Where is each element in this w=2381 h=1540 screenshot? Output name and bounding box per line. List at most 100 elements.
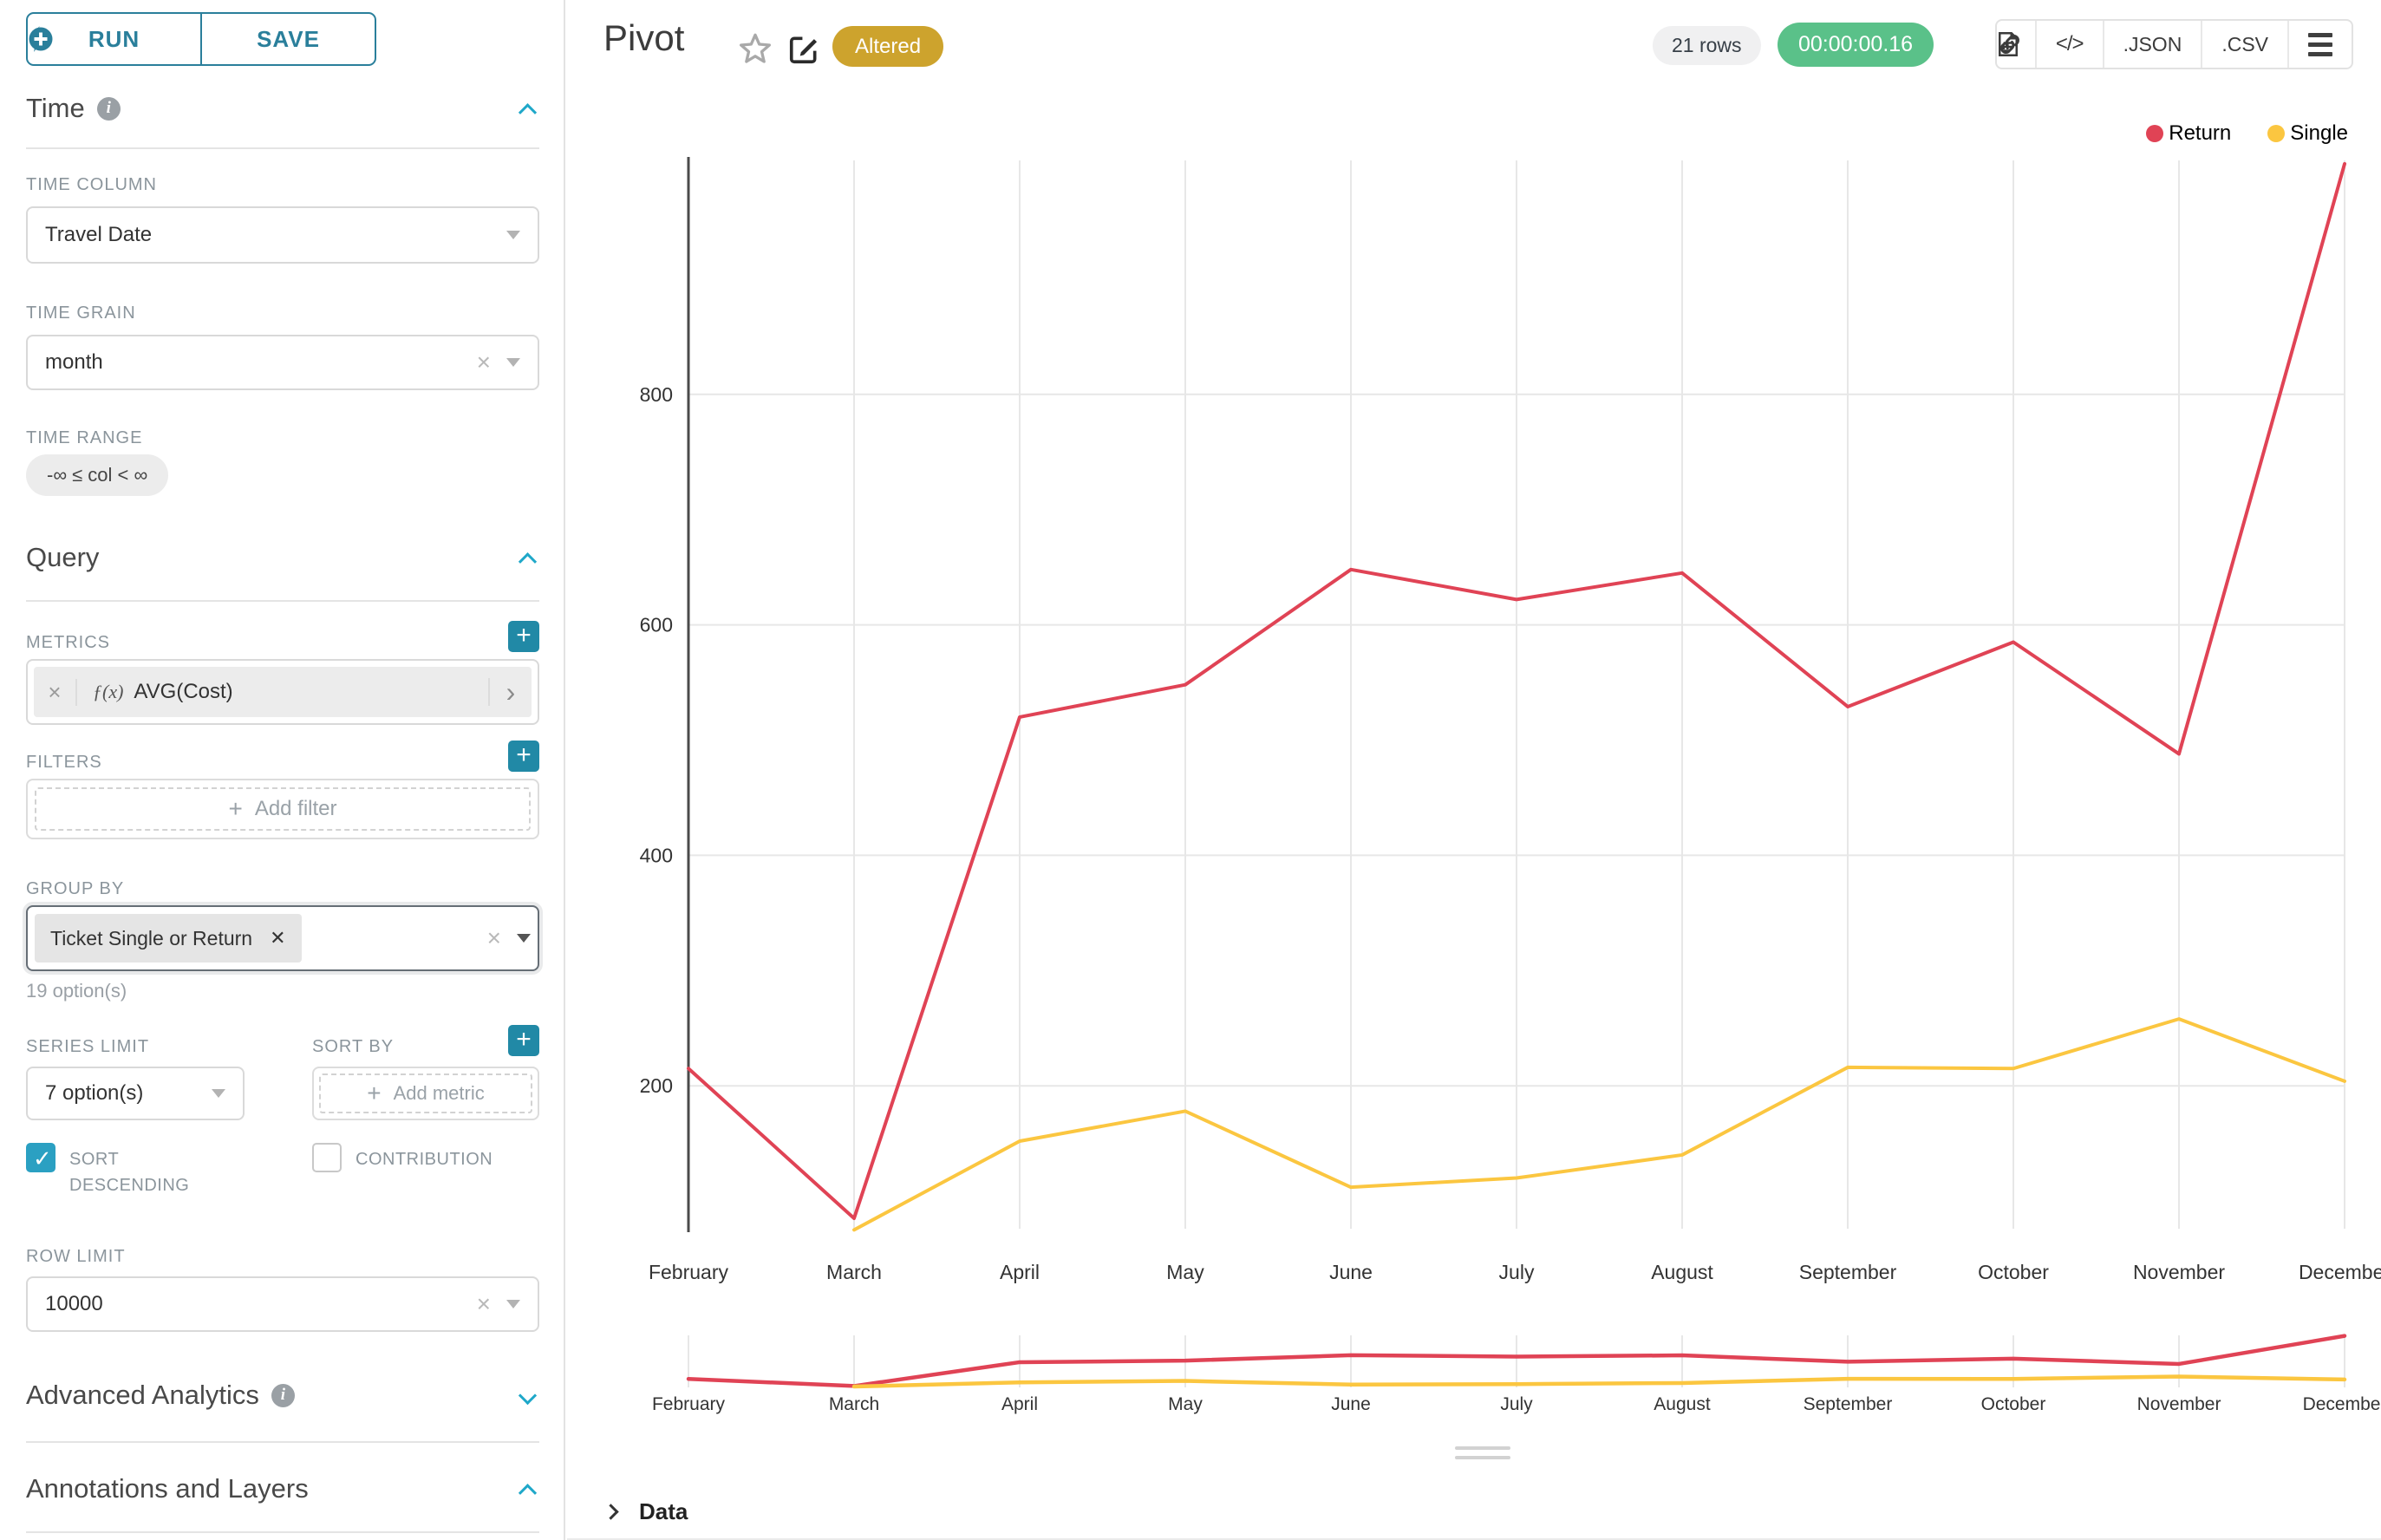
advanced-analytics-header[interactable]: Advanced Analytics i xyxy=(26,1375,539,1415)
export-csv-button[interactable]: .CSV xyxy=(1998,21,2287,68)
export-json-button[interactable]: .JSON xyxy=(1998,21,2202,68)
svg-text:May: May xyxy=(1168,1394,1203,1414)
time-grain-value: month xyxy=(45,350,103,374)
save-button-label: SAVE xyxy=(257,25,320,52)
legend-item-single[interactable]: Single xyxy=(2267,121,2348,146)
svg-text:October: October xyxy=(1978,1261,2049,1283)
svg-text:May: May xyxy=(1166,1261,1204,1283)
data-panel-label: Data xyxy=(639,1498,688,1524)
file-icon xyxy=(1998,32,2018,56)
query-timer-badge: 00:00:00.16 xyxy=(1778,23,1934,67)
time-grain-select[interactable]: month × xyxy=(26,335,539,390)
sort-by-dropzone[interactable]: Add metric xyxy=(312,1067,539,1120)
row-limit-select[interactable]: 10000 × xyxy=(26,1276,539,1332)
chart-legend: Return Single xyxy=(2146,121,2348,146)
favorite-star-icon[interactable] xyxy=(738,31,773,66)
clear-icon[interactable]: × xyxy=(476,1290,491,1317)
chevron-down-icon[interactable] xyxy=(506,1300,520,1308)
svg-text:April: April xyxy=(1001,1394,1038,1414)
series-limit-select[interactable]: 7 option(s) xyxy=(26,1067,245,1120)
svg-text:December: December xyxy=(2299,1261,2381,1283)
chart-menu-button[interactable] xyxy=(2287,21,2352,68)
chevron-up-icon[interactable] xyxy=(518,1483,538,1502)
contribution-label: CONTRIBUTION xyxy=(356,1150,493,1169)
add-metric-plus-button[interactable] xyxy=(508,621,539,652)
query-section-header[interactable]: Query xyxy=(26,538,539,578)
svg-text:February: February xyxy=(652,1394,726,1414)
altered-badge: Altered xyxy=(832,26,944,67)
series-limit-label: SERIES LIMIT xyxy=(26,1037,150,1056)
add-sort-metric-plus-button[interactable] xyxy=(508,1025,539,1056)
group-by-options-hint: 19 option(s) xyxy=(26,980,127,1002)
chart-panel: Pivot Altered 21 rows 00:00:00.16 </> xyxy=(567,0,2381,1540)
advanced-analytics-title: Advanced Analytics xyxy=(26,1380,259,1410)
add-filter-plus-button[interactable] xyxy=(508,741,539,772)
svg-text:March: March xyxy=(829,1394,879,1414)
chevron-down-icon[interactable] xyxy=(212,1089,225,1098)
svg-text:November: November xyxy=(2137,1394,2221,1414)
json-label: .JSON xyxy=(2123,32,2182,55)
row-count-badge: 21 rows xyxy=(1653,26,1761,65)
divider xyxy=(26,1531,539,1533)
divider xyxy=(26,600,539,602)
group-by-select[interactable]: Ticket Single or Return ✕ × xyxy=(26,905,539,971)
controls-sidebar: RUN SAVE Time i TIME COLUMN Travel Date … xyxy=(0,0,565,1540)
time-range-value[interactable]: -∞ ≤ col < ∞ xyxy=(26,454,169,496)
time-column-select[interactable]: Travel Date xyxy=(26,206,539,264)
svg-text:June: June xyxy=(1331,1394,1371,1414)
chart-title: Pivot xyxy=(603,17,685,58)
legend-dot-single xyxy=(2267,125,2286,142)
annotations-layers-header[interactable]: Annotations and Layers xyxy=(26,1469,539,1509)
hamburger-menu-icon xyxy=(2308,32,2332,56)
edit-pencil-icon[interactable] xyxy=(787,33,820,66)
time-range-brush-chart[interactable]: February March April May June July August Septe… xyxy=(567,1315,2381,1419)
chevron-right-icon xyxy=(603,1504,619,1520)
time-range-label: TIME RANGE xyxy=(26,428,143,447)
query-section-title: Query xyxy=(26,542,100,572)
clear-icon[interactable]: × xyxy=(486,924,501,951)
remove-metric-icon[interactable]: × xyxy=(34,678,77,706)
chevron-up-icon[interactable] xyxy=(518,551,538,571)
save-button[interactable]: SAVE xyxy=(29,14,375,64)
info-icon[interactable]: i xyxy=(271,1383,295,1407)
chevron-down-icon[interactable] xyxy=(506,231,520,239)
run-save-button-group: RUN SAVE xyxy=(26,12,376,66)
info-icon[interactable]: i xyxy=(96,96,121,121)
chevron-down-icon[interactable] xyxy=(517,934,531,943)
line-chart: 200 400 600 800 February March April May June Jul… xyxy=(640,157,2381,1283)
group-by-tag[interactable]: Ticket Single or Return ✕ xyxy=(35,914,302,962)
clear-icon[interactable]: × xyxy=(476,349,491,375)
metric-value: AVG(Cost) xyxy=(134,680,233,703)
legend-item-return[interactable]: Return xyxy=(2146,121,2231,146)
chevron-right-icon[interactable]: › xyxy=(488,678,532,706)
csv-label: .CSV xyxy=(2221,32,2268,55)
contribution-checkbox[interactable] xyxy=(312,1143,342,1172)
chevron-down-icon[interactable] xyxy=(518,1386,538,1405)
add-metric-placeholder: Add metric xyxy=(393,1082,485,1104)
svg-text:September: September xyxy=(1799,1261,1897,1283)
legend-label-single: Single xyxy=(2290,121,2348,145)
time-section-header[interactable]: Time i xyxy=(26,88,539,128)
sort-descending-label: SORT DESCENDING xyxy=(69,1150,190,1195)
embed-code-button[interactable]: </> xyxy=(2034,21,2103,68)
time-grain-label: TIME GRAIN xyxy=(26,303,136,323)
divider xyxy=(26,147,539,149)
svg-text:September: September xyxy=(1804,1394,1893,1414)
panel-resize-handle[interactable] xyxy=(1455,1446,1510,1465)
chevron-down-icon[interactable] xyxy=(506,358,520,367)
sort-descending-checkbox[interactable] xyxy=(26,1143,55,1172)
add-filter-dropzone[interactable]: Add filter xyxy=(26,779,539,839)
svg-text:March: March xyxy=(826,1261,882,1283)
time-column-label: TIME COLUMN xyxy=(26,175,157,194)
code-icon: </> xyxy=(2055,32,2084,55)
remove-tag-icon[interactable]: ✕ xyxy=(270,927,286,949)
sort-by-label: SORT BY xyxy=(312,1037,395,1056)
row-limit-value: 10000 xyxy=(45,1292,103,1315)
chevron-up-icon[interactable] xyxy=(518,102,538,121)
function-icon: ƒ(x) xyxy=(93,681,124,702)
metric-control[interactable]: × ƒ(x) AVG(Cost) › xyxy=(26,659,539,725)
data-panel-toggle[interactable]: Data xyxy=(603,1498,688,1525)
svg-text:July: July xyxy=(1499,1261,1535,1283)
annotations-layers-title: Annotations and Layers xyxy=(26,1473,309,1504)
